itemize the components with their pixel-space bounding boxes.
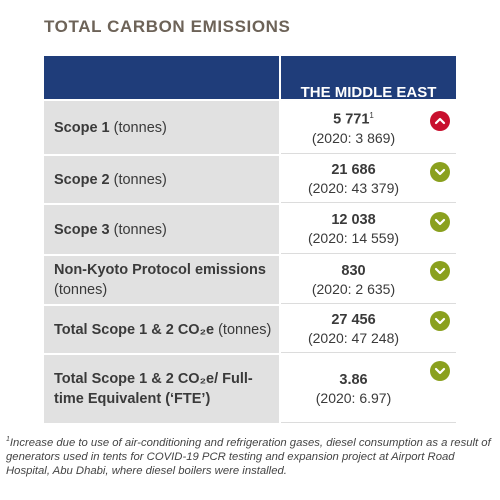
row-prior-value: (2020: 43 379) [307,180,400,196]
table-row: Scope 3 (tonnes) 12 038 (2020: 14 559) [44,205,456,256]
chevron-up-icon [430,111,450,131]
chevron-down-icon [430,261,450,281]
row-prior-value: (2020: 6.97) [315,389,392,406]
row-value-cell: 830 (2020: 2 635) [281,256,456,304]
row-value-cell: 12 038 (2020: 14 559) [281,205,456,254]
row-value: 21 686 [331,162,376,178]
table-row: Scope 2 (tonnes) 21 686 (2020: 43 379) [44,156,456,205]
chevron-down-icon [430,212,450,232]
column-header: THE MIDDLE EAST [281,56,456,101]
row-value: 27 456 [331,312,376,328]
table-header: THE MIDDLE EAST [44,56,456,101]
row-value-cell: 3.86 (2020: 6.97) [281,355,456,423]
row-label: Scope 1 (tonnes) [44,101,279,154]
table-row: Total Scope 1 & 2 CO₂e (tonnes) 27 456 (… [44,306,456,355]
row-value: 12 038 [331,212,376,228]
header-blank-cell [44,56,279,99]
row-prior-value: (2020: 47 248) [307,330,400,346]
row-value: 3.86 [339,371,368,388]
chevron-down-icon [430,311,450,331]
table-row: Non-Kyoto Protocol emissions (tonnes) 83… [44,256,456,306]
row-value-cell: 5 7711 (2020: 3 869) [281,101,456,154]
row-label: Total Scope 1 & 2 CO₂e (tonnes) [44,306,279,353]
footnote: 1Increase due to use of air-conditioning… [6,433,494,478]
row-label: Scope 3 (tonnes) [44,205,279,254]
footnote-mark: 1 [6,436,10,443]
row-value-cell: 27 456 (2020: 47 248) [281,306,456,353]
footnote-text: Increase due to use of air-conditioning … [6,436,491,477]
row-prior-value: (2020: 2 635) [311,280,396,297]
emissions-table: THE MIDDLE EAST Scope 1 (tonnes) 5 7711 … [44,56,456,425]
row-value-cell: 21 686 (2020: 43 379) [281,156,456,203]
chevron-down-icon [430,162,450,182]
table-row: Total Scope 1 & 2 CO₂e/ Full-time Equiva… [44,355,456,425]
footnote-mark: 1 [369,111,374,121]
table-row: Scope 1 (tonnes) 5 7711 (2020: 3 869) [44,101,456,156]
row-label: Non-Kyoto Protocol emissions (tonnes) [44,256,279,304]
row-label: Total Scope 1 & 2 CO₂e/ Full-time Equiva… [44,355,279,423]
column-header-label: THE MIDDLE EAST [300,84,437,101]
row-prior-value: (2020: 14 559) [307,230,400,246]
chevron-down-icon [430,361,450,381]
row-label: Scope 2 (tonnes) [44,156,279,203]
row-value: 5 771 [333,111,370,128]
row-value: 830 [341,262,366,279]
row-prior-value: (2020: 3 869) [311,129,396,146]
page-title: TOTAL CARBON EMISSIONS [44,17,291,36]
